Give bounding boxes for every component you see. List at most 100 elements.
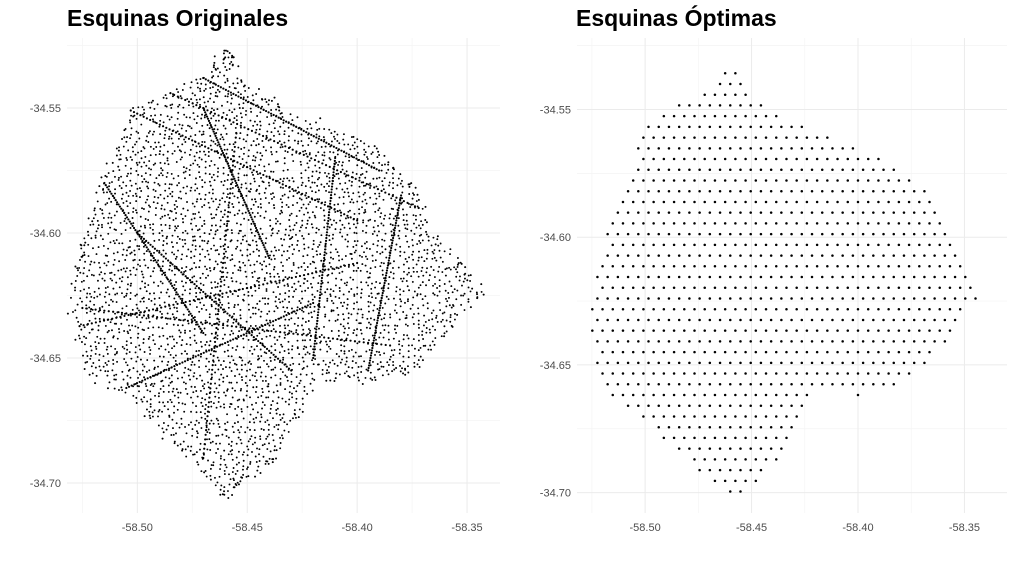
point bbox=[180, 417, 183, 420]
point bbox=[425, 284, 427, 287]
point bbox=[220, 455, 222, 458]
point bbox=[259, 472, 262, 475]
point bbox=[330, 223, 333, 226]
point bbox=[381, 324, 384, 327]
point bbox=[223, 255, 226, 258]
point bbox=[316, 316, 319, 320]
point bbox=[324, 363, 327, 366]
point bbox=[316, 198, 319, 201]
point bbox=[261, 98, 264, 101]
point bbox=[378, 309, 381, 312]
point bbox=[256, 212, 259, 214]
point bbox=[258, 128, 261, 131]
point bbox=[98, 317, 101, 320]
point bbox=[387, 193, 391, 196]
point bbox=[95, 253, 98, 256]
point bbox=[315, 170, 318, 173]
point bbox=[94, 213, 97, 216]
point bbox=[344, 217, 347, 220]
point bbox=[89, 300, 92, 303]
point bbox=[262, 181, 265, 184]
point bbox=[212, 461, 215, 464]
point bbox=[249, 102, 253, 105]
point bbox=[221, 308, 225, 311]
point bbox=[342, 202, 345, 205]
point bbox=[184, 426, 186, 428]
point bbox=[143, 252, 146, 255]
point bbox=[294, 275, 297, 279]
point bbox=[250, 144, 253, 147]
point bbox=[351, 360, 354, 363]
point bbox=[225, 291, 228, 294]
point bbox=[216, 108, 219, 111]
point bbox=[187, 124, 189, 127]
point bbox=[257, 206, 260, 208]
point bbox=[213, 112, 216, 115]
point bbox=[347, 265, 350, 268]
point bbox=[284, 276, 287, 279]
point bbox=[307, 166, 310, 169]
point bbox=[223, 57, 226, 60]
point bbox=[118, 158, 121, 161]
point bbox=[171, 418, 174, 421]
point bbox=[739, 361, 742, 365]
point bbox=[723, 415, 727, 418]
point bbox=[227, 355, 230, 358]
point bbox=[402, 360, 405, 363]
point bbox=[257, 233, 260, 236]
point bbox=[365, 350, 368, 353]
point bbox=[199, 301, 202, 304]
point bbox=[135, 117, 138, 120]
point bbox=[327, 185, 330, 188]
point bbox=[178, 132, 181, 136]
point bbox=[234, 473, 237, 475]
point bbox=[217, 359, 220, 362]
point bbox=[310, 282, 312, 285]
point bbox=[231, 164, 235, 167]
point bbox=[144, 264, 147, 267]
point bbox=[189, 116, 191, 119]
point bbox=[431, 340, 434, 343]
point bbox=[387, 298, 390, 301]
point bbox=[718, 425, 722, 429]
point bbox=[333, 135, 335, 138]
point bbox=[438, 301, 441, 304]
point bbox=[338, 196, 341, 199]
point bbox=[83, 288, 86, 291]
point bbox=[259, 237, 262, 240]
point bbox=[436, 287, 439, 289]
point bbox=[303, 243, 306, 246]
point bbox=[210, 373, 213, 376]
point bbox=[412, 338, 415, 341]
point bbox=[229, 158, 233, 161]
point bbox=[314, 267, 317, 270]
point bbox=[102, 244, 105, 247]
point bbox=[191, 281, 194, 284]
point bbox=[107, 247, 110, 250]
point bbox=[210, 376, 213, 379]
point bbox=[379, 304, 382, 307]
point bbox=[141, 180, 144, 183]
point bbox=[203, 387, 206, 390]
point bbox=[248, 349, 251, 352]
point bbox=[266, 419, 269, 422]
point bbox=[86, 275, 89, 278]
point bbox=[432, 236, 435, 239]
point bbox=[335, 372, 338, 375]
point bbox=[353, 212, 356, 215]
point bbox=[88, 306, 91, 309]
point bbox=[224, 267, 227, 270]
point bbox=[450, 306, 453, 309]
point bbox=[223, 350, 226, 353]
point bbox=[136, 316, 138, 318]
point bbox=[764, 329, 768, 332]
point bbox=[105, 264, 108, 267]
point bbox=[158, 401, 161, 404]
point bbox=[754, 393, 758, 397]
point bbox=[291, 307, 293, 310]
point bbox=[290, 317, 293, 320]
point bbox=[225, 229, 228, 232]
point bbox=[611, 372, 615, 375]
point bbox=[173, 267, 176, 270]
point bbox=[135, 130, 138, 133]
